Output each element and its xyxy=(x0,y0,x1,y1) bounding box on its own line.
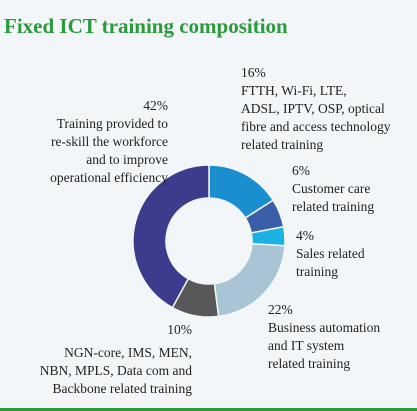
chart-title: Fixed ICT training composition xyxy=(4,14,288,38)
segment-label: 16% FTTH, Wi-Fi, LTE, ADSL, IPTV, OSP, op… xyxy=(241,64,416,154)
category-label: Customer care related training xyxy=(292,181,375,214)
category-label: Sales related training xyxy=(296,246,365,279)
segment-label: 6% Customer care related training xyxy=(292,162,412,216)
category-label: FTTH, Wi-Fi, LTE, ADSL, IPTV, OSP, optic… xyxy=(241,83,391,152)
value-label: 22% xyxy=(268,302,293,317)
category-label: Business automation and IT system relate… xyxy=(268,320,381,371)
donut-segment xyxy=(132,164,210,309)
segment-label: 4% Sales related training xyxy=(296,227,406,281)
value-label: 42% xyxy=(143,98,168,113)
segment-label: 42% Training provided to re-skill the wor… xyxy=(2,97,168,187)
segment-label: 10% NGN-core, IMS, MEN, NBN, MPLS, Data c… xyxy=(2,321,192,398)
category-label: Training provided to re-skill the workfo… xyxy=(50,116,168,185)
value-label: 10% xyxy=(167,322,192,337)
value-label: 16% xyxy=(241,65,266,80)
segment-label: 22% Business automation and IT system rel… xyxy=(268,301,416,373)
category-label: NGN-core, IMS, MEN, NBN, MPLS, Data com … xyxy=(39,345,192,396)
value-label: 4% xyxy=(296,228,314,243)
value-label: 6% xyxy=(292,163,310,178)
